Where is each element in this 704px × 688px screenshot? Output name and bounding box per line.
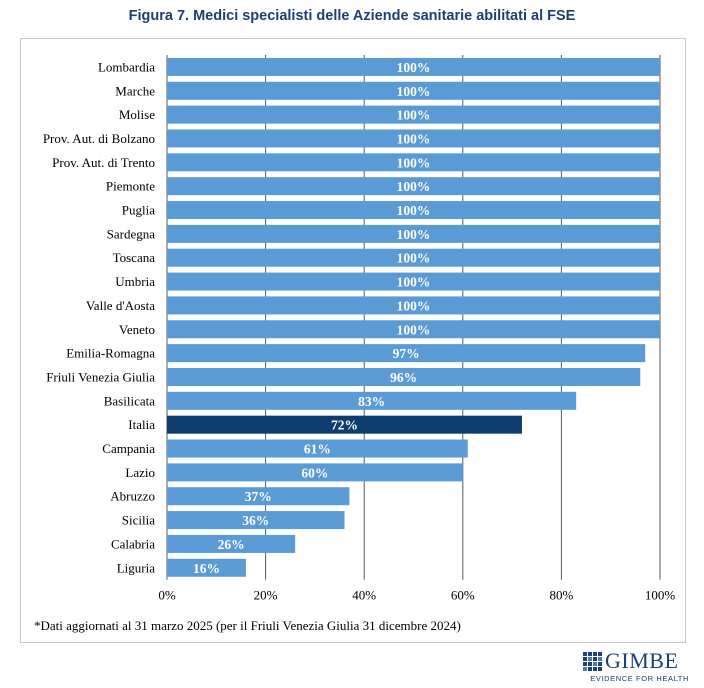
bar xyxy=(167,248,660,267)
x-tick-label: 20% xyxy=(254,588,278,603)
bar xyxy=(167,129,660,148)
bar xyxy=(167,367,641,386)
data-label: 97% xyxy=(393,346,420,361)
data-label: 60% xyxy=(301,465,328,480)
footnote: *Dati aggiornati al 31 marzo 2025 (per i… xyxy=(34,618,461,633)
category-label: Liguria xyxy=(117,560,155,575)
category-label: Umbria xyxy=(115,274,155,289)
category-label: Prov. Aut. di Bolzano xyxy=(43,131,155,146)
bar xyxy=(167,320,660,339)
category-label: Toscana xyxy=(113,250,156,265)
data-label: 100% xyxy=(397,108,431,123)
bar xyxy=(167,81,660,100)
bar xyxy=(167,511,345,530)
data-label: 83% xyxy=(358,394,385,409)
data-label: 100% xyxy=(397,131,431,146)
category-label: Lombardia xyxy=(98,59,155,74)
chart-title: Figura 7. Medici specialisti delle Azien… xyxy=(128,8,576,24)
gimbe-logo: GIMBE EVIDENCE FOR HEALTH xyxy=(583,650,689,684)
x-tick-label: 60% xyxy=(451,588,475,603)
data-label: 16% xyxy=(193,561,220,576)
x-tick-label: 0% xyxy=(158,588,176,603)
category-label: Friuli Venezia Giulia xyxy=(46,369,155,384)
logo-wordmark: GIMBE xyxy=(605,648,679,673)
gimbe-grid-logo-icon xyxy=(583,652,602,671)
category-label: Prov. Aut. di Trento xyxy=(52,155,155,170)
bar xyxy=(167,224,660,243)
bar xyxy=(167,153,660,172)
data-label: 100% xyxy=(397,155,431,170)
bar xyxy=(167,201,660,220)
x-tick-label: 40% xyxy=(352,588,376,603)
data-label: 100% xyxy=(397,203,431,218)
x-tick-label: 80% xyxy=(549,588,573,603)
category-label: Sicilia xyxy=(122,513,155,528)
data-label: 96% xyxy=(390,370,417,385)
data-label: 36% xyxy=(242,513,269,528)
data-label: 72% xyxy=(331,418,358,433)
bar xyxy=(167,415,522,434)
bar xyxy=(167,439,468,458)
data-label: 100% xyxy=(397,60,431,75)
bar xyxy=(167,344,646,363)
category-label: Italia xyxy=(128,417,155,432)
data-label: 37% xyxy=(245,489,272,504)
category-label: Calabria xyxy=(111,536,155,551)
bar xyxy=(167,391,577,410)
category-label: Molise xyxy=(119,107,155,122)
category-label: Basilicata xyxy=(104,393,155,408)
data-label: 100% xyxy=(397,322,431,337)
data-label: 100% xyxy=(397,84,431,99)
bar xyxy=(167,463,463,482)
bar-chart: 0% 20% 40% 60% 80% 100% Lombardia 100% Marche 100… xyxy=(43,55,676,603)
category-label: Sardegna xyxy=(107,226,156,241)
data-label: 26% xyxy=(218,537,245,552)
bar xyxy=(167,487,350,506)
category-label: Piemonte xyxy=(106,179,155,194)
category-label: Marche xyxy=(115,83,155,98)
category-label: Emilia-Romagna xyxy=(66,346,155,361)
data-label: 100% xyxy=(397,179,431,194)
logo-tagline: EVIDENCE FOR HEALTH xyxy=(590,674,689,683)
bar xyxy=(167,296,660,315)
category-label: Campania xyxy=(102,441,155,456)
category-label: Lazio xyxy=(125,465,155,480)
category-label: Abruzzo xyxy=(110,489,155,504)
bar xyxy=(167,272,660,291)
category-label: Veneto xyxy=(119,322,155,337)
category-label: Puglia xyxy=(122,203,155,218)
bar xyxy=(167,558,246,577)
data-label: 100% xyxy=(397,298,431,313)
data-label: 100% xyxy=(397,251,431,266)
category-label: Valle d'Aosta xyxy=(86,298,155,313)
bar xyxy=(167,177,660,196)
data-label: 100% xyxy=(397,227,431,242)
bar xyxy=(167,534,296,553)
chart-frame xyxy=(20,38,686,643)
data-label: 100% xyxy=(397,275,431,290)
data-label: 61% xyxy=(304,442,331,457)
x-tick-label: 100% xyxy=(645,588,676,603)
bar xyxy=(167,57,660,76)
bar xyxy=(167,105,660,124)
